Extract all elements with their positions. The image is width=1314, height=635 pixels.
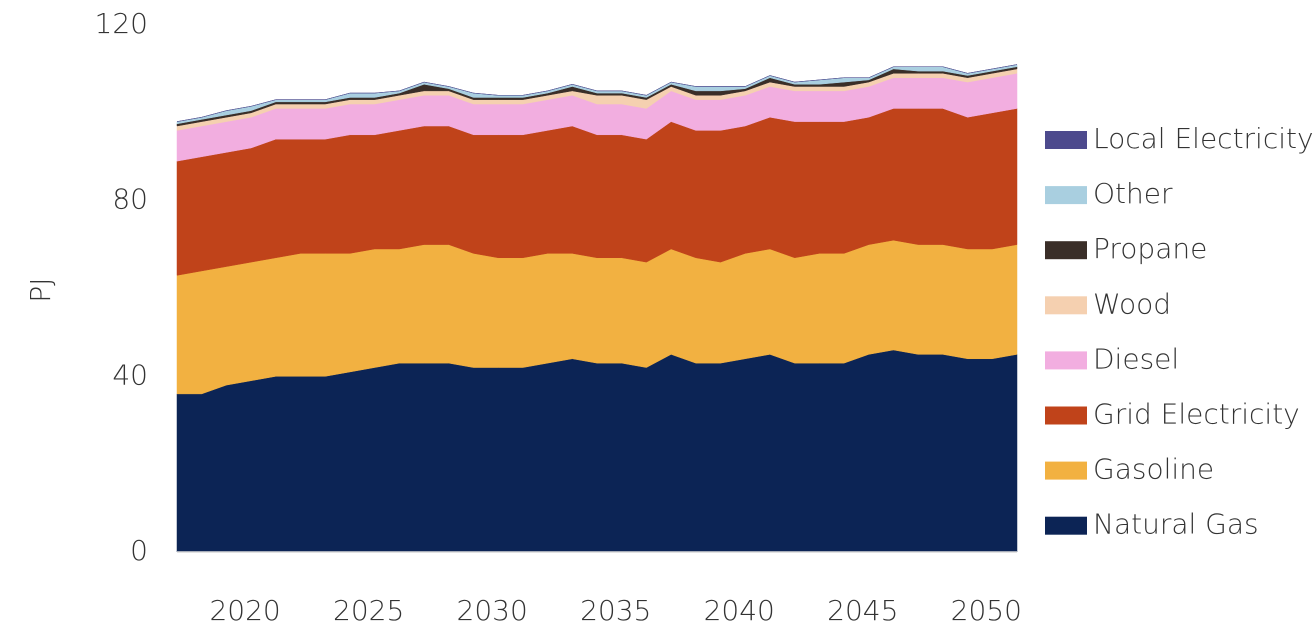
legend-label: Gasoline bbox=[1093, 453, 1214, 486]
x-tick-label: 2020 bbox=[209, 594, 280, 627]
legend-label: Grid Electricity bbox=[1093, 398, 1300, 431]
y-tick-label: 0 bbox=[130, 534, 148, 567]
legend-label: Local Electricity bbox=[1093, 122, 1314, 155]
y-tick-label: 80 bbox=[112, 183, 148, 216]
legend-swatch bbox=[1045, 351, 1087, 370]
area bbox=[176, 64, 1018, 122]
legend-swatch bbox=[1045, 296, 1087, 315]
legend-label: Other bbox=[1093, 177, 1173, 210]
legend-swatch bbox=[1045, 461, 1087, 480]
legend-label: Diesel bbox=[1093, 342, 1179, 375]
y-axis-label: PJ bbox=[24, 277, 57, 302]
y-tick-label: 120 bbox=[95, 7, 148, 40]
legend-swatch bbox=[1045, 406, 1087, 425]
x-tick-label: 2040 bbox=[704, 594, 775, 627]
x-tick-label: 2035 bbox=[580, 594, 651, 627]
legend-swatch bbox=[1045, 186, 1087, 205]
legend-label: Natural Gas bbox=[1093, 508, 1259, 541]
x-tick-label: 2025 bbox=[333, 594, 404, 627]
area bbox=[176, 349, 1018, 553]
legend-swatch bbox=[1045, 241, 1087, 260]
legend-swatch bbox=[1045, 131, 1087, 149]
x-tick-label: 2050 bbox=[951, 594, 1022, 627]
x-tick-label: 2045 bbox=[827, 594, 898, 627]
y-tick-label: 40 bbox=[112, 358, 148, 391]
legend-label: Propane bbox=[1093, 232, 1207, 265]
legend-swatch bbox=[1045, 516, 1087, 535]
legend-label: Wood bbox=[1093, 287, 1171, 320]
x-tick-label: 2030 bbox=[457, 594, 528, 627]
